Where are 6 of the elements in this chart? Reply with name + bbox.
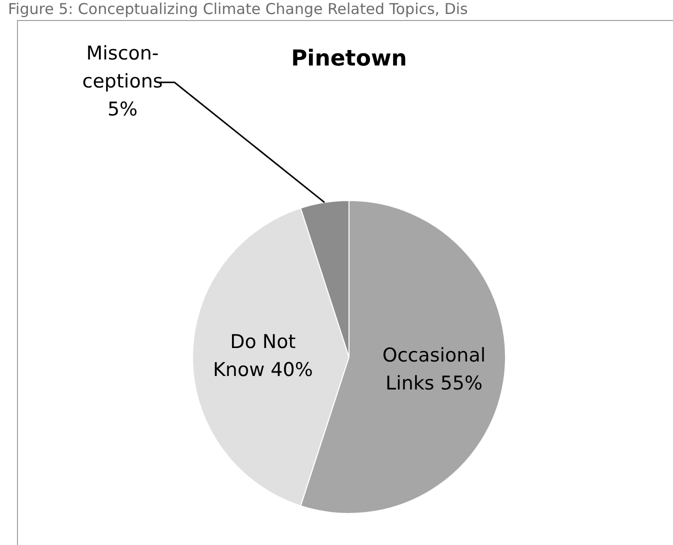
caption: Figure 5: Conceptualizing Climate Change Related Topics, Dis bbox=[8, 0, 468, 18]
slice-label: Occasional Links 55% bbox=[382, 344, 486, 394]
slice-label: Miscon- ceptions bbox=[82, 42, 163, 92]
chart-title: Pinetown bbox=[291, 46, 407, 72]
slice-label: Do Not Know 40% bbox=[212, 330, 313, 381]
data-label: 5% bbox=[107, 98, 138, 120]
